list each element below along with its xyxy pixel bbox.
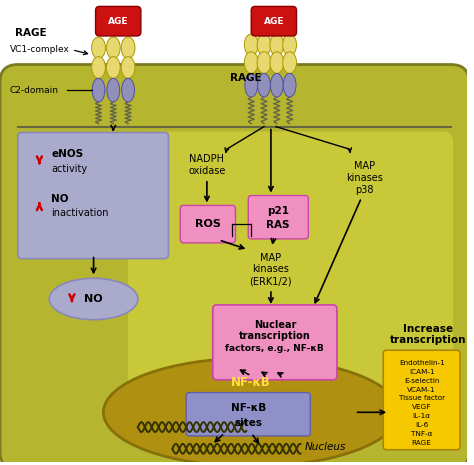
Text: sites: sites <box>234 418 262 428</box>
Ellipse shape <box>91 57 105 78</box>
Ellipse shape <box>122 78 135 102</box>
FancyBboxPatch shape <box>128 132 453 398</box>
Text: p21: p21 <box>267 206 289 216</box>
Text: AGE: AGE <box>264 17 284 26</box>
FancyBboxPatch shape <box>96 7 141 36</box>
Text: NF-κB: NF-κB <box>231 403 266 413</box>
Ellipse shape <box>283 34 297 56</box>
Ellipse shape <box>92 78 105 102</box>
Ellipse shape <box>121 37 135 59</box>
Text: kinases: kinases <box>253 265 289 274</box>
Text: MAP: MAP <box>260 252 282 263</box>
Text: RAS: RAS <box>266 220 290 230</box>
Text: C2-domain: C2-domain <box>10 86 59 95</box>
Ellipse shape <box>257 52 271 73</box>
Text: NO: NO <box>51 193 69 204</box>
Text: oxidase: oxidase <box>188 166 226 176</box>
Text: VCAM-1: VCAM-1 <box>407 386 436 392</box>
FancyBboxPatch shape <box>251 7 297 36</box>
Text: p38: p38 <box>355 185 374 195</box>
Text: Endothelin-1: Endothelin-1 <box>399 360 445 366</box>
FancyBboxPatch shape <box>213 305 337 380</box>
FancyBboxPatch shape <box>186 392 310 436</box>
Text: activity: activity <box>51 164 87 174</box>
Ellipse shape <box>244 52 258 73</box>
Text: TNF-α: TNF-α <box>411 431 432 437</box>
Text: IL-1α: IL-1α <box>413 413 431 419</box>
Text: ICAM-1: ICAM-1 <box>409 369 435 375</box>
Text: kinases: kinases <box>346 173 383 183</box>
Text: ROS: ROS <box>195 219 221 229</box>
FancyBboxPatch shape <box>383 350 460 450</box>
FancyBboxPatch shape <box>0 65 469 465</box>
Ellipse shape <box>283 52 297 73</box>
Text: RAGE: RAGE <box>230 73 262 83</box>
Ellipse shape <box>244 34 258 56</box>
Text: RAGE: RAGE <box>15 28 46 38</box>
Text: inactivation: inactivation <box>51 208 109 218</box>
Ellipse shape <box>270 34 284 56</box>
Text: transcription: transcription <box>239 332 311 341</box>
Ellipse shape <box>49 279 138 319</box>
Text: NF-κB: NF-κB <box>231 376 271 389</box>
Text: NADPH: NADPH <box>190 154 224 164</box>
Ellipse shape <box>91 37 105 59</box>
Ellipse shape <box>257 34 271 56</box>
Text: Increase: Increase <box>403 324 454 333</box>
Text: RAGE: RAGE <box>412 440 432 446</box>
Text: NO: NO <box>84 294 102 304</box>
Ellipse shape <box>245 73 257 97</box>
Ellipse shape <box>106 57 120 78</box>
Ellipse shape <box>121 57 135 78</box>
Text: VC1-complex: VC1-complex <box>10 45 70 54</box>
Text: Nuclear: Nuclear <box>254 319 296 330</box>
Ellipse shape <box>271 73 283 97</box>
Text: transcription: transcription <box>390 335 467 345</box>
Ellipse shape <box>103 358 399 465</box>
Text: IL-6: IL-6 <box>415 422 428 428</box>
Ellipse shape <box>107 78 120 102</box>
Ellipse shape <box>257 73 271 97</box>
Text: (ERK1/2): (ERK1/2) <box>250 276 292 286</box>
Text: Tissue factor: Tissue factor <box>399 396 445 401</box>
Text: eNOS: eNOS <box>51 149 83 159</box>
Text: E-selectin: E-selectin <box>404 378 439 384</box>
FancyBboxPatch shape <box>248 196 309 239</box>
Ellipse shape <box>106 37 120 59</box>
Text: VEGF: VEGF <box>412 405 431 411</box>
Ellipse shape <box>270 52 284 73</box>
FancyBboxPatch shape <box>18 133 168 259</box>
Text: Nucleus: Nucleus <box>304 442 346 452</box>
Text: AGE: AGE <box>108 17 128 26</box>
Text: factors, e.g., NF-κB: factors, e.g., NF-κB <box>226 344 324 353</box>
Ellipse shape <box>283 73 296 97</box>
FancyBboxPatch shape <box>180 206 236 243</box>
Text: MAP: MAP <box>354 161 375 171</box>
